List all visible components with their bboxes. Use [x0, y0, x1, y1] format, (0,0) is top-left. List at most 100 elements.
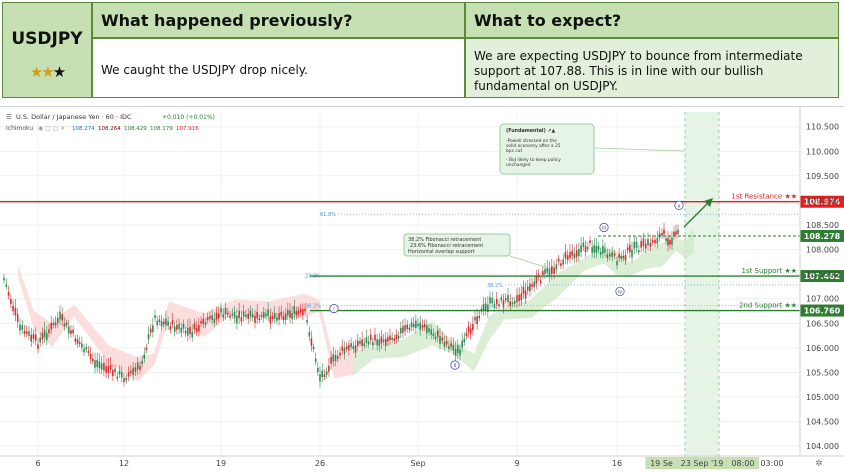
- candle-body: [456, 345, 459, 353]
- candle-body: [663, 229, 665, 235]
- wave-marker: [615, 286, 625, 296]
- candle-body: [395, 334, 398, 340]
- fundamental-line: bps cut: [506, 148, 522, 154]
- x-tick-label: 03:00: [760, 459, 783, 468]
- candle-body: [310, 338, 313, 346]
- candle-body: [618, 254, 620, 258]
- candle-body: [675, 231, 677, 235]
- candle-body: [343, 347, 346, 355]
- wave-marker: [329, 304, 339, 314]
- candle-body: [673, 231, 675, 236]
- candle-body: [387, 337, 389, 342]
- candle-body: [289, 310, 291, 318]
- candle-body: [582, 242, 585, 247]
- price-tag: [800, 195, 844, 208]
- candle-body: [271, 316, 274, 319]
- candle-body: [356, 340, 359, 347]
- ichimoku-cloud: [676, 238, 686, 259]
- candle-body: [162, 321, 165, 325]
- candle-body: [143, 354, 146, 359]
- candle-body: [273, 312, 276, 319]
- candle-body: [23, 330, 26, 334]
- fundamental-note[interactable]: (Fundamental) ↗▲ -Powell stressed on the…: [499, 123, 685, 175]
- candle-body: [622, 255, 625, 259]
- candle-body: [620, 256, 623, 259]
- candle-body: [249, 310, 252, 317]
- settings-gear-icon[interactable]: ✲: [815, 459, 823, 469]
- candle-body: [465, 333, 468, 337]
- ichimoku-value: 108.429: [124, 126, 147, 132]
- price-chart-svg[interactable]: 108.974 1st Resistance ★★ 108.278 107.462 1s…: [0, 106, 844, 470]
- candle-body: [384, 338, 387, 346]
- prev-text: We caught the USDJPY drop nicely.: [101, 63, 308, 77]
- candle-body: [478, 315, 481, 319]
- candle-body: [229, 315, 231, 318]
- candle-body: [258, 317, 261, 321]
- candle-body: [560, 263, 562, 267]
- ichimoku-cloud: [662, 238, 676, 267]
- candle-body: [626, 247, 629, 251]
- y-tick-label: 107.500: [806, 270, 839, 279]
- ichimoku-icons: ◉ ▢ ▢ ✕: [38, 125, 65, 132]
- candle-body: [304, 308, 306, 312]
- candle-body: [498, 304, 500, 307]
- candle-body: [284, 313, 287, 321]
- ichimoku-cloud: [304, 293, 319, 318]
- candle-body: [404, 325, 406, 332]
- x-tick-label: 23 Sep '19: [681, 459, 724, 468]
- x-tick-bg: [673, 457, 731, 469]
- candle-body: [376, 339, 378, 346]
- candle-body: [635, 241, 638, 248]
- candle-body: [369, 334, 372, 341]
- candle-body: [30, 334, 33, 342]
- candle-body: [260, 314, 263, 317]
- candle-body: [14, 307, 17, 316]
- candle-body: [240, 317, 243, 322]
- candle-body: [123, 377, 125, 383]
- candle-body: [374, 334, 376, 341]
- candle-body: [39, 337, 41, 343]
- y-tick-label: 106.000: [806, 344, 839, 353]
- candle-body: [200, 320, 202, 324]
- candle-body: [665, 238, 667, 241]
- ichimoku-cloud: [169, 301, 204, 338]
- candle-body: [339, 352, 341, 356]
- fib-note[interactable]: 38.2% Fibonacci retracement 23.6% Fibona…: [403, 233, 549, 269]
- candle-body: [656, 237, 659, 244]
- candle-body: [52, 322, 55, 325]
- y-tick-label: 107.000: [806, 295, 839, 304]
- candle-body: [509, 301, 512, 307]
- candle-body: [365, 337, 368, 344]
- candle-body: [169, 326, 172, 330]
- x-tick-label: 26: [315, 459, 325, 468]
- candle-body: [522, 286, 525, 294]
- candle-body: [149, 328, 152, 333]
- expect-title: What to expect?: [474, 11, 622, 30]
- candle-body: [476, 316, 478, 325]
- y-tick-label: 108.500: [806, 221, 839, 230]
- candle-body: [10, 298, 12, 304]
- y-tick-label: 105.000: [806, 393, 839, 402]
- candle-body: [611, 252, 613, 257]
- x-tick-label: 16: [612, 459, 622, 468]
- fundamental-line: solid economy after a 25: [506, 143, 561, 149]
- ichimoku-cloud: [404, 321, 432, 358]
- candle-body: [445, 340, 448, 345]
- candle-body: [484, 303, 487, 310]
- candle-body: [467, 326, 470, 333]
- ichimoku-cloud: [504, 299, 531, 320]
- y-tick-label: 105.500: [806, 368, 839, 377]
- ichimoku-cloud: [204, 299, 235, 338]
- price-tag-label: 108.278: [804, 232, 841, 241]
- chart[interactable]: 108.974 1st Resistance ★★ 108.278 107.462 1s…: [0, 106, 844, 470]
- expect-header: What to expect?: [465, 2, 839, 38]
- candle-body: [520, 293, 523, 301]
- candle-body: [125, 377, 128, 381]
- candle-body: [482, 304, 485, 311]
- candle-body: [254, 315, 256, 323]
- candle-body: [529, 283, 531, 292]
- ichimoku-cloud: [319, 299, 334, 379]
- expect-text: We are expecting USDJPY to bounce from i…: [474, 49, 803, 93]
- candle-body: [173, 326, 176, 332]
- candle-body: [319, 374, 321, 382]
